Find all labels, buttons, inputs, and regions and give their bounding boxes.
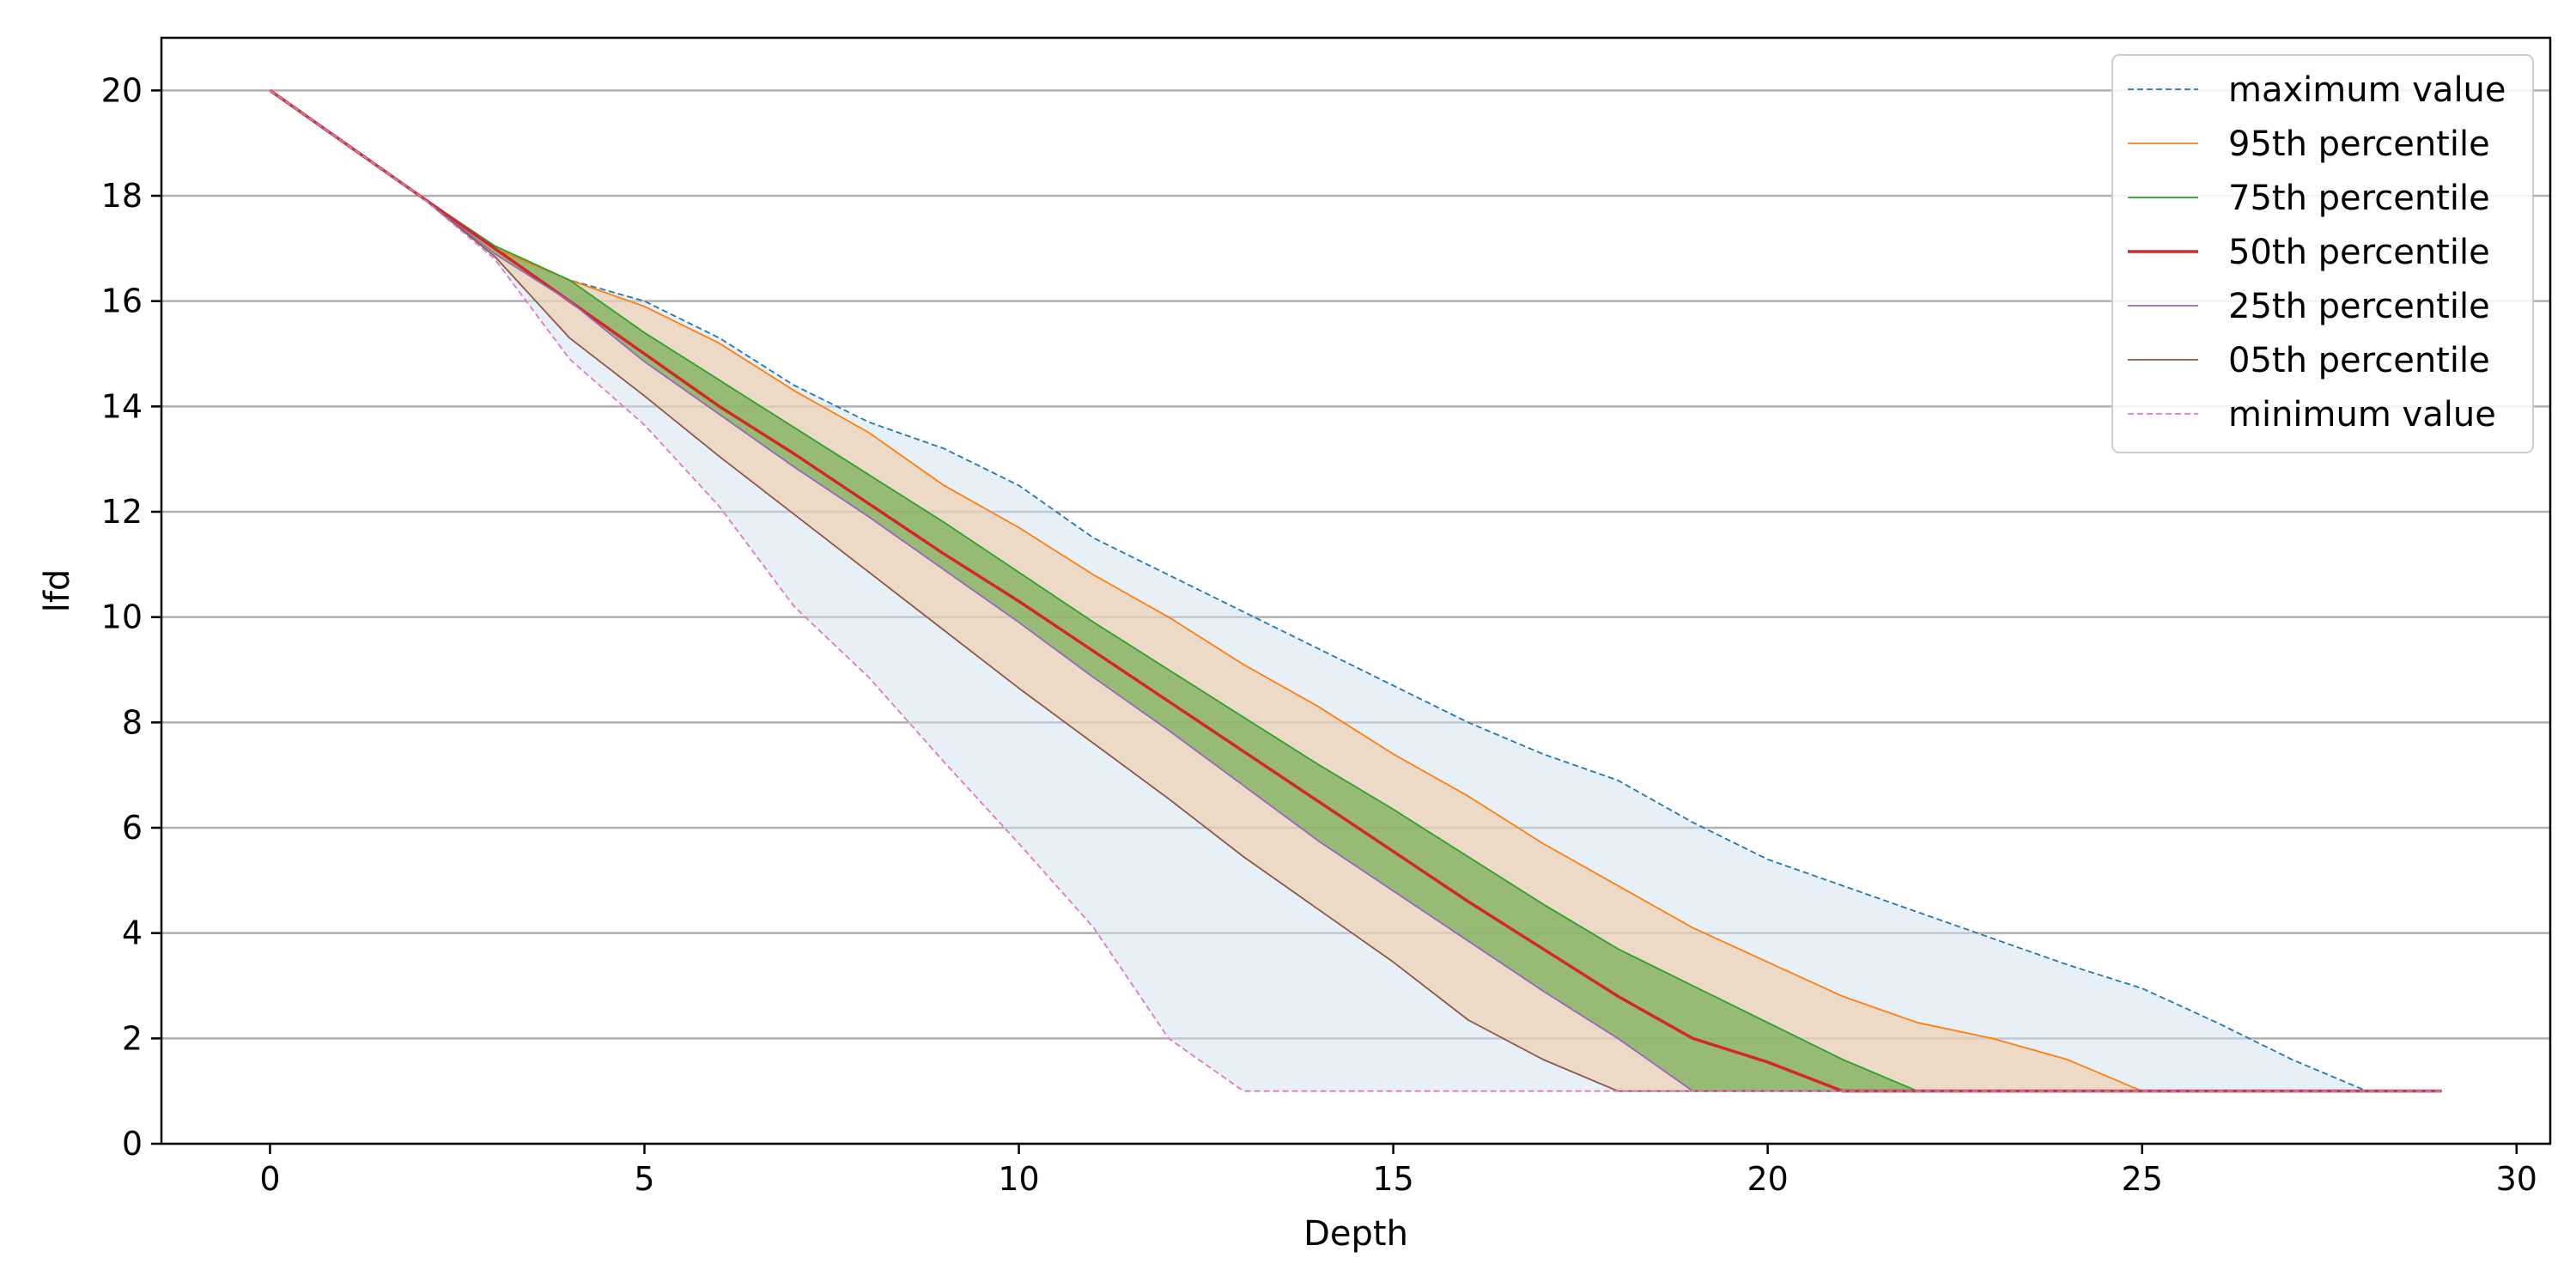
legend-label: maximum value xyxy=(2228,70,2506,110)
y-tick-label: 14 xyxy=(101,387,143,425)
bands xyxy=(270,90,2442,1091)
series-line xyxy=(269,89,2442,1092)
band-area xyxy=(270,90,2442,1091)
y-tick-label: 4 xyxy=(122,914,143,952)
y-tick-label: 10 xyxy=(101,598,143,636)
x-axis-label: Depth xyxy=(1303,1214,1408,1254)
plot-frame xyxy=(160,36,2552,1145)
y-tick-label: 18 xyxy=(101,177,143,215)
series-lines xyxy=(269,88,2442,1093)
x-tick-label: 25 xyxy=(2122,1160,2163,1198)
x-tick-label: 30 xyxy=(2496,1160,2537,1198)
y-tick-label: 6 xyxy=(122,809,143,847)
x-tick-label: 15 xyxy=(1372,1160,1413,1198)
legend-label: 95th percentile xyxy=(2228,125,2490,164)
legend-label: 05th percentile xyxy=(2228,341,2490,380)
y-tick-label: 12 xyxy=(101,493,143,531)
x-tick-label: 0 xyxy=(259,1160,280,1198)
legend-box xyxy=(2111,54,2534,453)
legend-label: 50th percentile xyxy=(2228,233,2490,272)
y-tick-label: 16 xyxy=(101,283,143,320)
y-axis-label: lfd xyxy=(38,569,77,613)
y-axis: 0 2 4 6 8 10 12 14 16 18 20 xyxy=(101,71,161,1163)
x-tick-label: 5 xyxy=(634,1160,654,1198)
y-tick-label: 8 xyxy=(122,703,143,741)
legend-label: minimum value xyxy=(2228,395,2496,434)
series-line xyxy=(269,89,2442,1092)
series-line xyxy=(269,89,2442,1092)
legend-label: 25th percentile xyxy=(2228,287,2490,326)
legend: maximum value 95th percentile 75th percent… xyxy=(2111,54,2534,453)
x-tick-label: 20 xyxy=(1747,1160,1788,1198)
legend-label: 75th percentile xyxy=(2228,179,2490,218)
x-tick-label: 10 xyxy=(998,1160,1039,1198)
y-tick-label: 2 xyxy=(122,1019,143,1057)
y-tick-label: 0 xyxy=(122,1125,143,1163)
x-axis: 0 5 10 15 20 25 30 xyxy=(259,1144,2537,1198)
y-tick-label: 20 xyxy=(101,71,143,109)
